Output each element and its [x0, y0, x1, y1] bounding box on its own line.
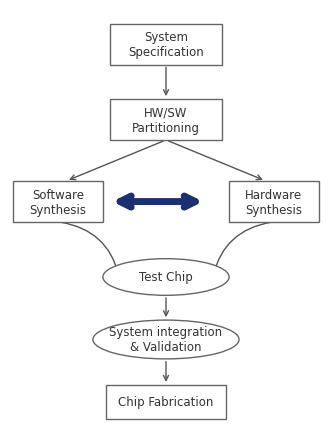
Text: Test Chip: Test Chip: [139, 271, 193, 284]
Text: Hardware
Synthesis: Hardware Synthesis: [245, 188, 302, 216]
Text: Chip Fabrication: Chip Fabrication: [118, 396, 214, 408]
FancyArrowPatch shape: [212, 223, 271, 275]
FancyBboxPatch shape: [106, 385, 226, 419]
Ellipse shape: [93, 320, 239, 359]
FancyBboxPatch shape: [229, 181, 319, 223]
FancyArrowPatch shape: [61, 223, 120, 275]
FancyBboxPatch shape: [110, 25, 222, 65]
FancyBboxPatch shape: [13, 181, 103, 223]
FancyBboxPatch shape: [110, 100, 222, 141]
Text: System
Specification: System Specification: [128, 31, 204, 59]
FancyArrowPatch shape: [120, 197, 195, 208]
Ellipse shape: [103, 259, 229, 296]
Text: System integration
& Validation: System integration & Validation: [110, 326, 222, 353]
Text: HW/SW
Partitioning: HW/SW Partitioning: [132, 107, 200, 134]
Text: Software
Synthesis: Software Synthesis: [30, 188, 87, 216]
